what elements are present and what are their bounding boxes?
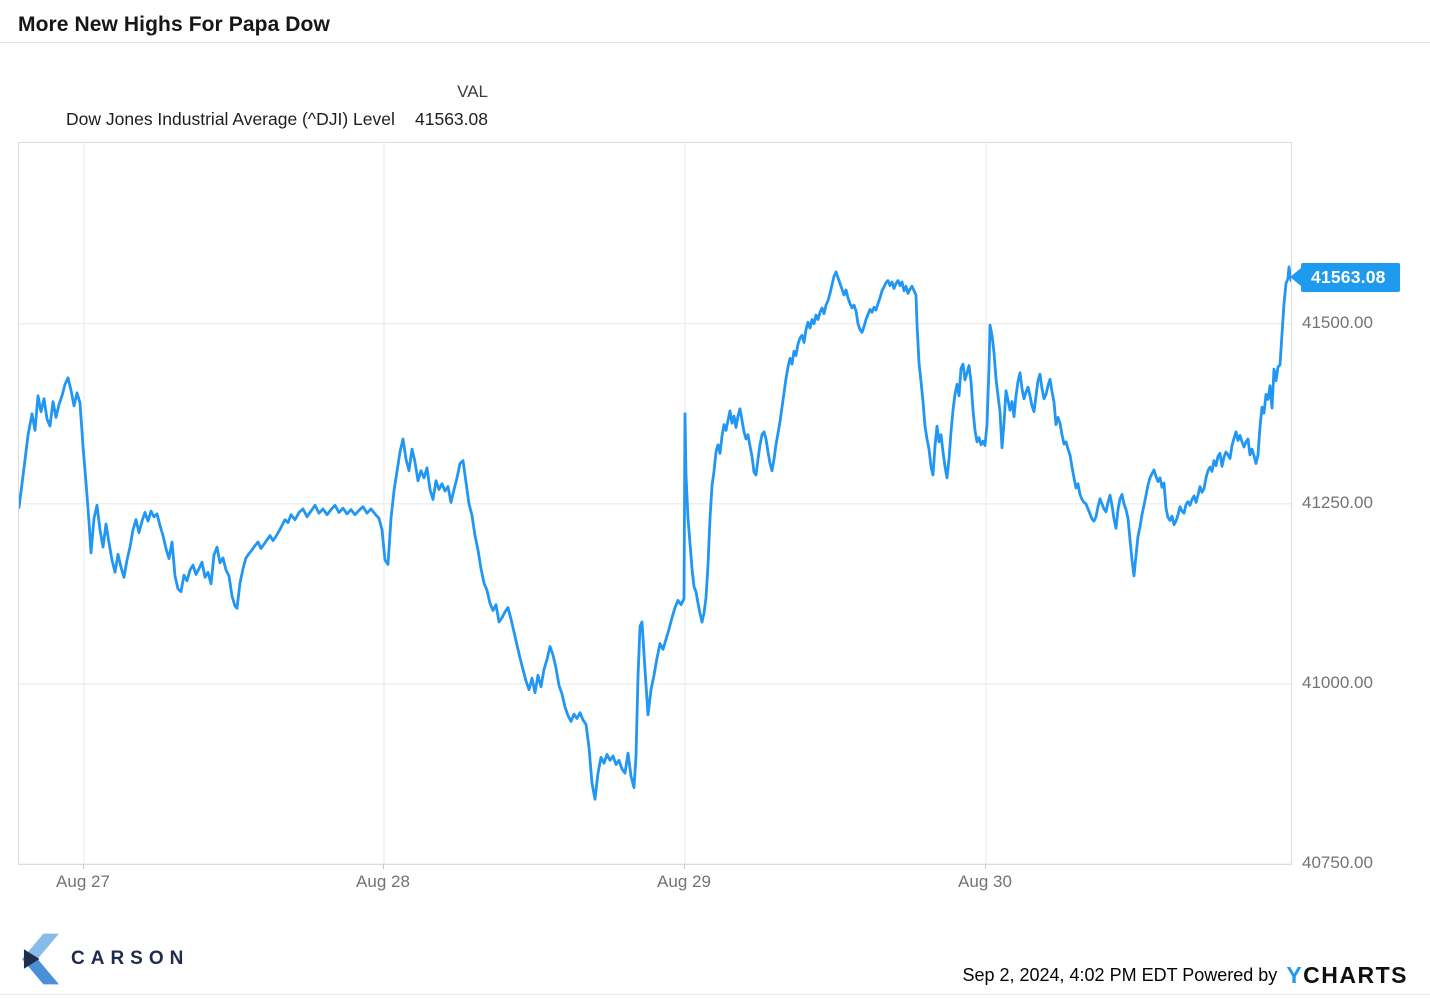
carson-wordmark: CARSON [71, 948, 190, 969]
page-title: More New Highs For Papa Dow [18, 13, 330, 36]
carson-logo: CARSON [22, 933, 189, 985]
callout-arrow-icon [1290, 268, 1301, 287]
ycharts-charts: CHARTS [1303, 961, 1408, 988]
series-value: 41563.08 [415, 109, 488, 129]
chart-attribution: Sep 2, 2024, 4:02 PM EDT Powered by YCHA… [962, 958, 1408, 992]
x-axis-label: Aug 28 [356, 872, 410, 891]
x-axis-label: Aug 29 [657, 872, 711, 891]
ycharts-logo: YCHARTS [1286, 962, 1408, 989]
legend-row[interactable]: Dow Jones Industrial Average (^DJI) Leve… [0, 109, 488, 131]
dji-price-line[interactable] [19, 265, 1291, 801]
x-axis-tick [684, 864, 685, 869]
y-axis-label: 41250.00 [1302, 492, 1373, 512]
timestamp-text: Sep 2, 2024, 4:02 PM EDT Powered by [962, 964, 1278, 985]
y-axis-label: 41500.00 [1302, 312, 1373, 332]
chart-plot-area[interactable] [18, 142, 1292, 865]
series-dot-icon [39, 114, 50, 125]
last-value-callout: 41563.08 [1290, 262, 1400, 292]
ycharts-y: Y [1286, 961, 1304, 988]
carson-mark-icon [22, 933, 59, 985]
x-axis-tick [383, 864, 384, 869]
series-label: Dow Jones Industrial Average (^DJI) Leve… [66, 109, 395, 129]
y-axis-label: 40750.00 [1302, 853, 1373, 872]
x-axis-tick [83, 864, 84, 869]
x-axis-label: Aug 27 [56, 872, 110, 891]
title-divider [0, 42, 1430, 43]
price-line-chart[interactable] [19, 143, 1291, 864]
legend-val-header: VAL [457, 82, 488, 101]
bottom-divider [0, 994, 1430, 995]
y-axis-label: 41000.00 [1302, 672, 1373, 692]
x-axis-label: Aug 30 [958, 872, 1012, 891]
x-axis-tick [985, 864, 986, 869]
callout-text: 41563.08 [1301, 262, 1400, 292]
